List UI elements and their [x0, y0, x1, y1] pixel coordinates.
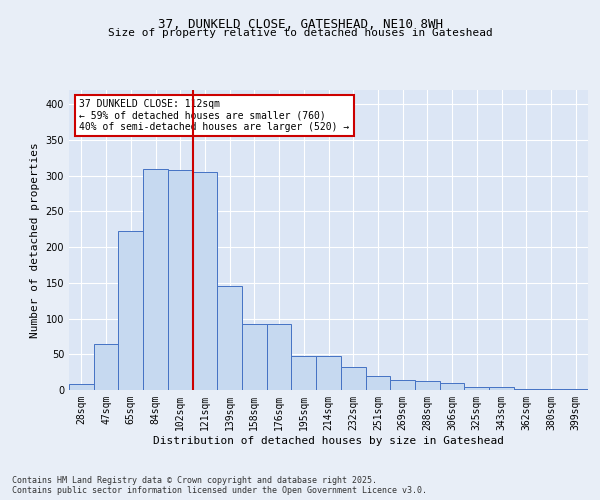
Bar: [118, 232, 143, 390]
Bar: [316, 356, 341, 390]
Bar: [292, 356, 316, 390]
Text: Size of property relative to detached houses in Gateshead: Size of property relative to detached ho…: [107, 28, 493, 38]
Bar: [440, 383, 464, 390]
Bar: [390, 380, 415, 390]
Text: Contains HM Land Registry data © Crown copyright and database right 2025.
Contai: Contains HM Land Registry data © Crown c…: [12, 476, 427, 495]
Bar: [341, 367, 365, 390]
X-axis label: Distribution of detached houses by size in Gateshead: Distribution of detached houses by size …: [153, 436, 504, 446]
Text: 37, DUNKELD CLOSE, GATESHEAD, NE10 8WH: 37, DUNKELD CLOSE, GATESHEAD, NE10 8WH: [157, 18, 443, 30]
Bar: [514, 388, 539, 390]
Bar: [168, 170, 193, 390]
Bar: [267, 324, 292, 390]
Bar: [365, 376, 390, 390]
Bar: [94, 344, 118, 390]
Bar: [193, 172, 217, 390]
Bar: [489, 387, 514, 390]
Bar: [143, 168, 168, 390]
Y-axis label: Number of detached properties: Number of detached properties: [30, 142, 40, 338]
Bar: [242, 324, 267, 390]
Bar: [415, 382, 440, 390]
Text: 37 DUNKELD CLOSE: 112sqm
← 59% of detached houses are smaller (760)
40% of semi-: 37 DUNKELD CLOSE: 112sqm ← 59% of detach…: [79, 99, 350, 132]
Bar: [217, 286, 242, 390]
Bar: [69, 384, 94, 390]
Bar: [464, 387, 489, 390]
